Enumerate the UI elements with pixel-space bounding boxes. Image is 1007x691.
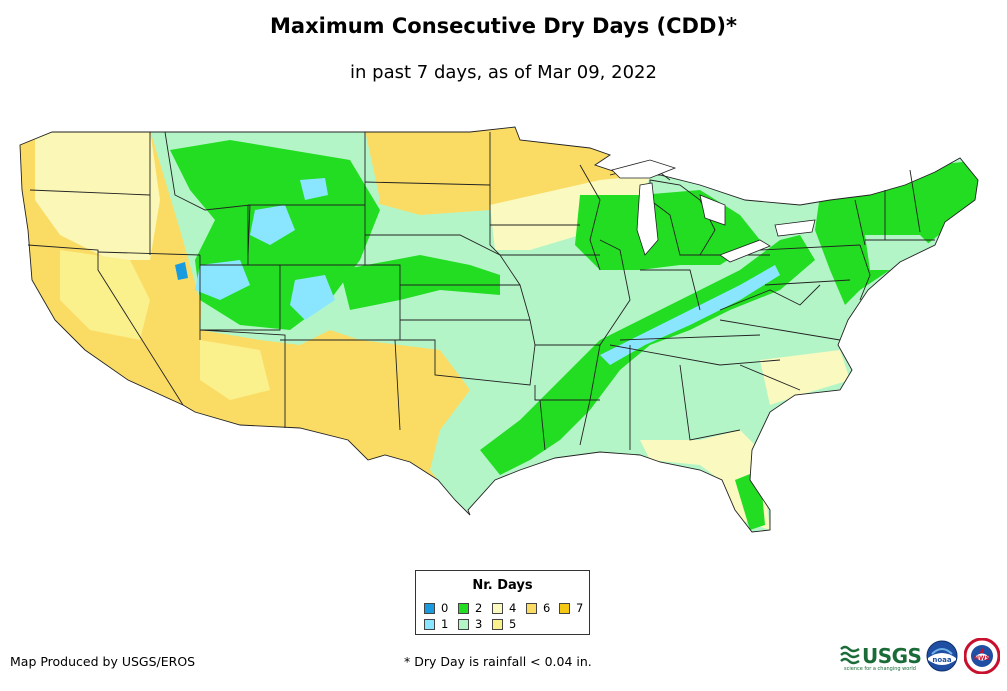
zone-5-days-arizona (200, 340, 270, 400)
zone-0-days-utah (175, 262, 188, 280)
zone-4-days-carolinas (760, 350, 850, 405)
zone-1-day-colorado (250, 205, 295, 245)
legend-swatch-3 (458, 618, 469, 630)
cdd-colour-zones (20, 127, 978, 532)
usgs-wordmark: USGS (862, 644, 922, 668)
usgs-logo: USGS science for a changing world (840, 642, 922, 672)
great-lakes (611, 159, 816, 263)
border-va-nc (719, 319, 841, 341)
border-nh-me (909, 169, 921, 233)
legend-item-4: 4 (492, 601, 516, 615)
border-nc-sc (739, 364, 801, 391)
nws-wordmark: NWS (974, 655, 990, 662)
zone-2-days-central-plains (340, 255, 500, 310)
legend-label-6: 6 (543, 601, 551, 615)
zone-4-days-upper-midwest (490, 175, 650, 250)
border-ms (579, 344, 601, 446)
legend-item-1: 1 (424, 617, 448, 631)
legend-label-3: 3 (475, 617, 483, 631)
zone-2-days-northeast (815, 160, 978, 305)
border-central-west (489, 132, 536, 346)
border-tn (619, 334, 761, 341)
border-ga-al (679, 364, 741, 441)
nws-logo: NWS (964, 638, 1000, 674)
map-title: Maximum Consecutive Dry Days (CDD)* (270, 14, 737, 38)
zone-4-days-northwest (35, 130, 160, 260)
legend-label-2: 2 (475, 601, 483, 615)
legend-item-6: 6 (526, 601, 550, 615)
border-nm-tx (285, 339, 401, 431)
legend-item-5: 5 (492, 617, 516, 631)
legend-label-4: 4 (509, 601, 517, 615)
usgs-tagline: science for a changing world (844, 666, 916, 672)
zone-1-day-colorado-south (290, 275, 335, 320)
border-in (640, 269, 701, 311)
legend-swatch-4 (492, 602, 503, 614)
border-az-nm (199, 329, 286, 428)
border-pa-md (764, 279, 851, 286)
legend-title: Nr. Days (472, 578, 533, 593)
border-nd-sd (364, 181, 491, 186)
lake-superior (611, 159, 677, 179)
legend-swatch-5 (492, 618, 503, 630)
border-ca-or (27, 244, 99, 255)
noaa-logo: noaa (926, 640, 958, 672)
border-nj (859, 244, 871, 301)
legend-label-0: 0 (441, 601, 449, 615)
legend-swatch-6 (526, 602, 537, 614)
lake-huron (699, 194, 726, 226)
border-id-mt (164, 131, 251, 256)
legend-label-7: 7 (576, 601, 584, 615)
legend: Nr. Days 0 1 2 3 4 5 6 (415, 570, 590, 635)
legend-swatch-2 (458, 602, 469, 614)
zone-1-day-utah (195, 260, 250, 300)
border-ny-vt (854, 199, 866, 246)
legend-grid: 0 1 2 3 4 5 6 7 (424, 601, 589, 635)
legend-item-7: 7 (559, 601, 583, 615)
legend-item-0: 0 (424, 601, 448, 615)
border-wv-va (719, 284, 821, 311)
legend-item-3: 3 (458, 617, 482, 631)
border-ar-la (534, 385, 600, 401)
zone-1-day-wyoming (300, 178, 328, 200)
border-ca-nv (97, 255, 184, 406)
zone-4-days-gulf-coast (640, 430, 770, 530)
noaa-wordmark: noaa (932, 656, 952, 664)
legend-item-2: 2 (458, 601, 482, 615)
border-nv-north (97, 251, 201, 256)
border-ok-tx (400, 339, 536, 386)
zone-1-day-ohio-valley (600, 265, 780, 365)
border-sd-ne (365, 234, 501, 256)
border-tn-south (609, 344, 781, 366)
map-credit: Map Produced by USGS/EROS (10, 654, 196, 669)
legend-swatch-0 (424, 602, 435, 614)
border-pa-ny (759, 244, 861, 251)
lake-michigan (636, 182, 659, 256)
legend-swatch-7 (559, 602, 570, 614)
dry-day-footnote: * Dry Day is rainfall < 0.04 in. (404, 654, 592, 669)
border-or-wa (29, 189, 151, 196)
legend-swatch-1 (424, 618, 435, 630)
border-il (599, 239, 631, 331)
lake-erie (719, 239, 771, 263)
map-subtitle: in past 7 days, as of Mar 09, 2022 (350, 62, 657, 83)
agency-logos: USGS science for a changing world noaa N… (840, 638, 1005, 680)
lake-ontario (774, 219, 816, 237)
border-la-tx (539, 399, 546, 451)
legend-label-1: 1 (441, 617, 449, 631)
michigan-lower (649, 179, 716, 256)
border-ut (200, 264, 281, 331)
usgs-wave-icon (840, 645, 860, 665)
legend-label-5: 5 (509, 617, 517, 631)
border-wi (579, 164, 601, 271)
